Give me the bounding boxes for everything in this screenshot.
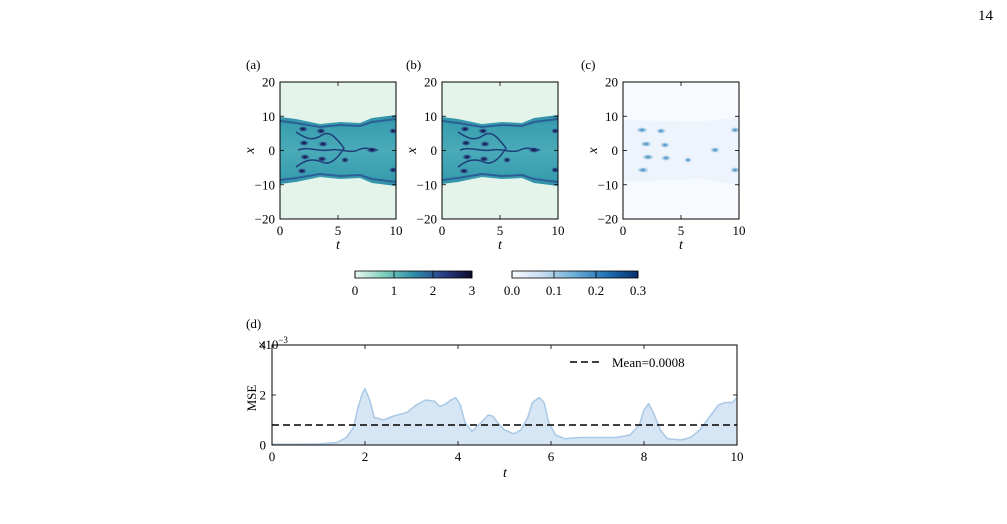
- heatmap-c-image: [623, 82, 739, 219]
- mse-x-tick-label: 2: [362, 449, 369, 464]
- heatmap-c-x-tick-label: 5: [678, 223, 685, 238]
- colorbar-solution: 0 1 2 3: [352, 270, 476, 298]
- heatmap-a-y-axis-label: x: [243, 147, 258, 155]
- heatmap-b-image: [442, 82, 558, 219]
- mse-x-tick-label: 4: [455, 449, 462, 464]
- mse-x-tick-label: 8: [641, 449, 648, 464]
- mse-x-tick-label: 0: [269, 449, 276, 464]
- panel-d-mse-plot: (d) ×10−3 MSE t 0 2 4 6 8 10 0 2 4 Mean=0.0008: [244, 316, 744, 481]
- heatmap-a-y-tick-label: 10: [262, 109, 275, 124]
- heatmap-a-image: [280, 82, 396, 219]
- mse-series: [272, 388, 738, 445]
- heatmap-a-x-tick-label: 0: [277, 223, 284, 238]
- heatmap-b-y-tick-label: −20: [417, 212, 437, 227]
- heatmap-c-y-tick-label: 0: [612, 143, 619, 158]
- panel-c-label: (c): [581, 57, 595, 72]
- panel-a-solution-heatmap: (a): [246, 57, 397, 220]
- mse-y-tick-label: 2: [260, 388, 267, 403]
- heatmap-c-x-tick-label: 0: [620, 223, 627, 238]
- heatmap-b-y-tick-label: 20: [424, 75, 437, 90]
- page-number: 14: [978, 8, 993, 24]
- heatmap-a-y-tick-label: 0: [269, 143, 276, 158]
- mse-line: [272, 388, 738, 445]
- heatmap-b-y-tick-label: 0: [431, 143, 438, 158]
- colorbar-error-tick-label: 0.0: [504, 283, 520, 298]
- mse-x-tick-label: 10: [731, 449, 744, 464]
- heatmap-c-x-tick-label: 10: [733, 223, 746, 238]
- mse-area: [272, 388, 737, 445]
- heatmap-c-x-axis-label: t: [679, 238, 684, 253]
- heatmap-c-y-tick-label: −10: [598, 177, 618, 192]
- colorbar-error-tick-label: 0.1: [546, 283, 562, 298]
- panel-b-prediction-heatmap: (b): [406, 57, 559, 220]
- heatmap-a-x-tick-label: 5: [335, 223, 342, 238]
- mse-x-axis-label: t: [503, 466, 508, 481]
- colorbar-error-tick-label: 0.3: [630, 283, 646, 298]
- panel-a-label: (a): [246, 57, 260, 72]
- heatmap-a-y-tick-label: −10: [255, 177, 275, 192]
- legend-mean-label: Mean=0.0008: [612, 355, 685, 370]
- panel-c-error-heatmap: (c): [581, 57, 740, 220]
- heatmap-a-y-tick-label: −20: [255, 212, 275, 227]
- heatmap-c-y-axis-label: x: [586, 147, 601, 155]
- heatmap-c-y-tick-label: 20: [605, 75, 618, 90]
- heatmap-b-y-tick-label: 10: [424, 109, 437, 124]
- mse-y-tick-label: 4: [260, 338, 267, 353]
- heatmap-a-x-axis-label: t: [336, 238, 341, 253]
- colorbar-error-tick-label: 0.2: [588, 283, 604, 298]
- mse-y-axis-label: MSE: [244, 385, 259, 412]
- heatmap-b-x-tick-label: 0: [439, 223, 446, 238]
- colorbar-solution-tick-label: 0: [352, 283, 359, 298]
- heatmap-b-y-tick-label: −10: [417, 177, 437, 192]
- panel-b-label: (b): [406, 57, 421, 72]
- heatmap-a-y-tick-label: 20: [262, 75, 275, 90]
- heatmap-c-y-tick-label: −20: [598, 212, 618, 227]
- colorbar-solution-tick-label: 3: [469, 283, 476, 298]
- heatmap-b-x-axis-label: t: [498, 238, 503, 253]
- mse-y-tick-label: 0: [260, 438, 267, 453]
- colorbar-solution-tick-label: 2: [430, 283, 437, 298]
- heatmap-b-x-tick-label: 5: [497, 223, 504, 238]
- panel-d-label: (d): [246, 316, 261, 331]
- mse-scale-label: ×10−3: [258, 335, 288, 352]
- heatmap-c-y-tick-label: 10: [605, 109, 618, 124]
- heatmap-a-x-tick-label: 10: [390, 223, 403, 238]
- heatmap-b-y-axis-label: x: [405, 147, 420, 155]
- mse-x-tick-label: 6: [548, 449, 555, 464]
- colorbar-solution-tick-label: 1: [391, 283, 398, 298]
- colorbar-error: 0.0 0.1 0.2 0.3: [504, 270, 646, 298]
- heatmap-b-x-tick-label: 10: [552, 223, 565, 238]
- legend: Mean=0.0008: [570, 355, 685, 370]
